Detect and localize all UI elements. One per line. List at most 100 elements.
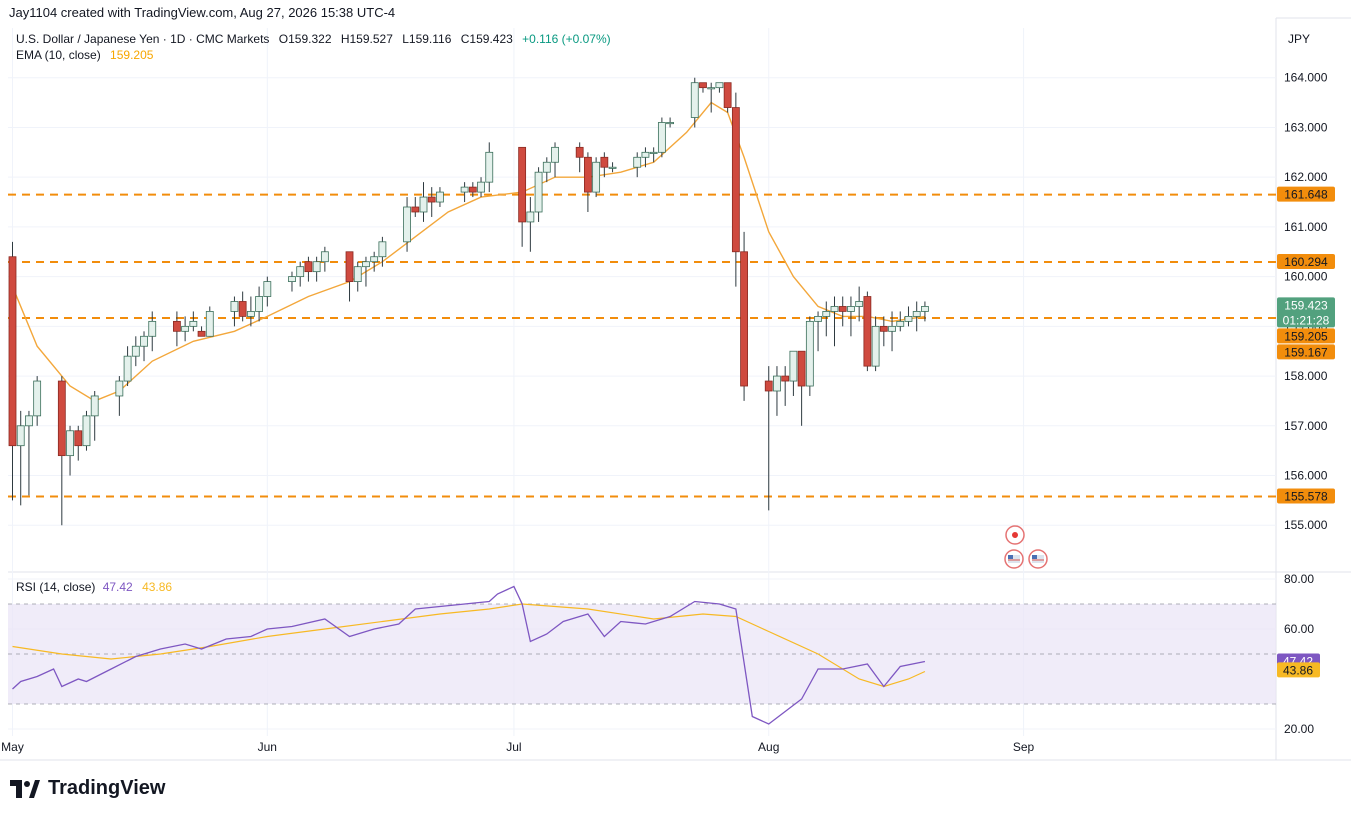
candle-body	[362, 261, 370, 268]
candle	[534, 167, 543, 222]
price-tick-label: 156.000	[1284, 469, 1328, 483]
level-price-tag-bg	[1277, 344, 1335, 360]
price-tick-label: 163.000	[1284, 120, 1328, 134]
tradingview-logo[interactable]: TradingView	[10, 777, 165, 800]
change-value: +0.116 (+0.07%)	[522, 32, 611, 46]
level-price-tag: 160.294	[1284, 255, 1328, 269]
candle-body	[526, 211, 535, 223]
candle	[921, 301, 929, 322]
candle-body	[781, 375, 790, 382]
candle	[90, 390, 99, 441]
candle-body	[822, 311, 831, 317]
candle-body	[189, 320, 198, 327]
candle	[830, 296, 839, 347]
candle	[255, 286, 264, 322]
rsi-line	[12, 585, 926, 725]
candle	[312, 256, 321, 282]
candle	[485, 142, 494, 193]
candle	[863, 291, 872, 372]
candle-body	[855, 301, 864, 307]
candle	[773, 366, 781, 416]
candle	[74, 425, 83, 461]
candle	[370, 251, 379, 272]
us-flag-icon[interactable]	[1028, 549, 1048, 569]
candle-body	[921, 306, 929, 312]
candle-body	[542, 161, 551, 173]
candle	[304, 256, 313, 282]
candle-body	[140, 335, 148, 347]
candle	[460, 182, 469, 203]
currency-label[interactable]: JPY	[1288, 32, 1311, 46]
candle	[66, 425, 74, 476]
candle-body	[551, 146, 559, 163]
candle-body	[707, 87, 716, 90]
candle-body	[666, 122, 674, 125]
horizontal-levels[interactable]	[8, 193, 1276, 498]
candle	[263, 276, 272, 307]
last-price-tag-bg	[1277, 297, 1335, 328]
candle	[181, 316, 190, 342]
rsi-ma-value: 43.86	[142, 580, 173, 594]
candle-body	[263, 281, 272, 297]
candle-body	[912, 311, 921, 317]
ema-price-tag: 159.205	[1284, 329, 1328, 343]
time-tick-label: Sep	[1013, 740, 1035, 754]
candle	[477, 177, 485, 198]
candle	[419, 182, 428, 222]
candle-body	[518, 146, 527, 223]
candle-body	[181, 325, 190, 332]
candle-body	[288, 276, 296, 282]
candle-body	[304, 261, 313, 273]
candle-body	[731, 107, 740, 253]
us-flag-icon[interactable]	[1004, 549, 1024, 569]
candle	[542, 157, 551, 183]
candle-body	[312, 261, 321, 273]
candle-body	[608, 166, 617, 169]
candle-body	[699, 82, 707, 89]
candle-body	[584, 156, 592, 193]
candle	[148, 311, 157, 352]
candle-body	[33, 380, 42, 417]
candle	[789, 350, 798, 396]
candle	[551, 142, 559, 178]
time-axis[interactable]: May Jun Jul Aug Sep	[1, 740, 1034, 754]
candle-body	[641, 151, 650, 158]
candle-body	[633, 156, 642, 168]
candle	[436, 187, 444, 208]
candle	[608, 162, 617, 173]
candle-body	[649, 151, 658, 154]
rsi-price-tag-bg	[1277, 662, 1320, 678]
candle-body	[296, 266, 305, 278]
economic-events[interactable]	[1004, 525, 1048, 569]
low-value: L159.116	[402, 32, 452, 46]
candle	[879, 316, 888, 347]
time-tick-label: Aug	[758, 740, 779, 754]
rsi-tick-label: 80.00	[1284, 572, 1314, 586]
candle-body	[353, 266, 362, 282]
candle	[707, 82, 716, 113]
candle-body	[690, 82, 699, 118]
candle	[912, 301, 921, 332]
candle	[411, 197, 420, 217]
close-value: C159.423	[460, 32, 513, 46]
candle	[8, 241, 17, 501]
candle	[822, 301, 831, 337]
candle-body	[888, 325, 896, 332]
candle	[526, 197, 535, 252]
event-dot-icon[interactable]	[1005, 525, 1025, 545]
rsi-tick-label: 20.00	[1284, 722, 1314, 736]
symbol-title[interactable]: U.S. Dollar / Japanese Yen · 1D · CMC Ma…	[16, 32, 270, 46]
candle	[246, 296, 255, 327]
candle	[723, 82, 732, 113]
price-axis[interactable]: 155.000156.000157.000158.000159.000160.0…	[1284, 71, 1328, 736]
candle-body	[600, 156, 609, 168]
rsi-label[interactable]: RSI (14, close)	[16, 580, 96, 594]
candle	[896, 311, 905, 332]
candle-body	[403, 206, 411, 243]
level-price-tag-bg	[1277, 254, 1335, 270]
candle-body	[534, 171, 543, 213]
ema-label[interactable]: EMA (10, close)	[16, 48, 101, 62]
candle-body	[904, 316, 913, 322]
price-tick-label: 157.000	[1284, 419, 1328, 433]
